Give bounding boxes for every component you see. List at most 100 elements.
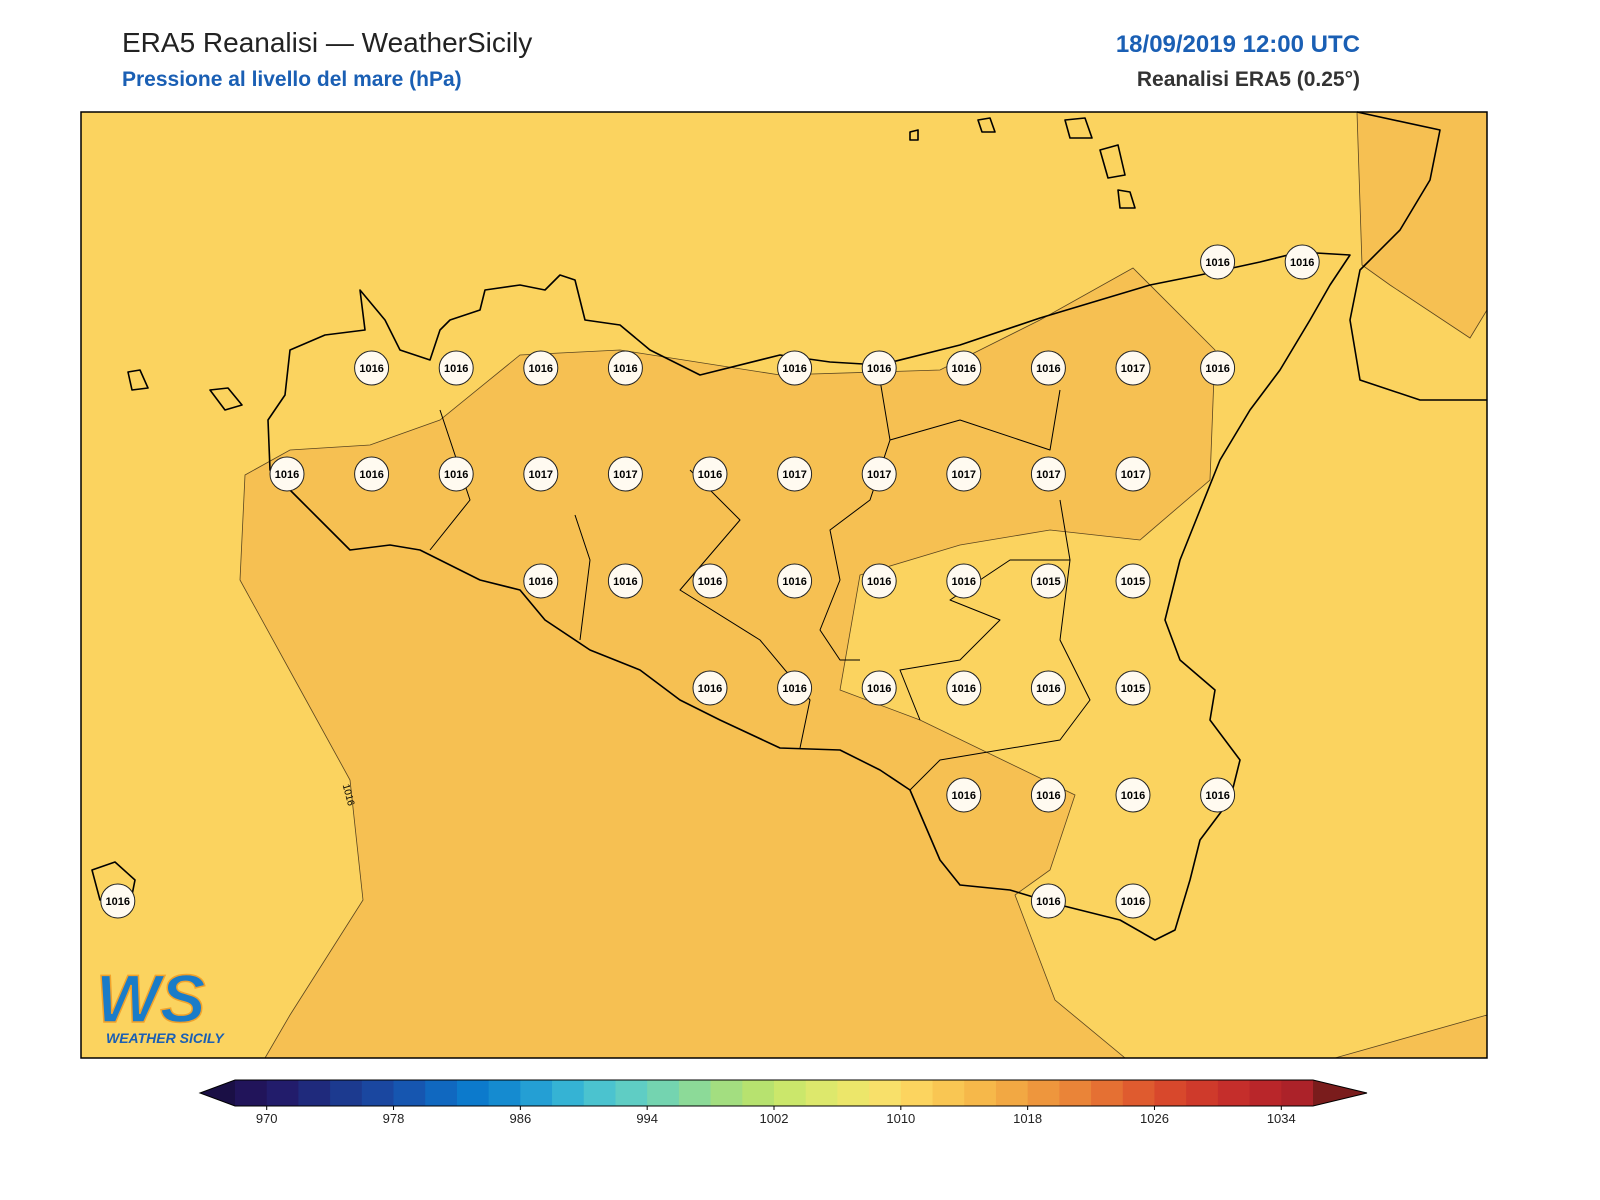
station-value: 1016 <box>1205 790 1229 802</box>
station-marker <box>692 456 728 492</box>
colorbar-cell <box>900 1080 934 1106</box>
colorbar-cell <box>742 1080 775 1106</box>
station-marker <box>777 670 813 706</box>
station-value: 1017 <box>867 469 891 481</box>
station-value: 1015 <box>1121 683 1145 695</box>
station-value: 1017 <box>1121 469 1145 481</box>
colorbar-cell <box>837 1080 870 1106</box>
colorbar-cell <box>520 1080 553 1106</box>
colorbar-cell <box>678 1080 712 1106</box>
colorbar-tick-label: 1018 <box>1013 1111 1042 1126</box>
station-marker <box>1030 456 1066 492</box>
colorbar-cell <box>1249 1080 1282 1106</box>
station-value: 1016 <box>782 363 806 375</box>
coastline-calabria <box>1349 111 1487 401</box>
colorbar-under <box>200 1080 235 1106</box>
station-marker <box>523 563 559 599</box>
station-value: 1016 <box>952 683 976 695</box>
station-marker <box>692 563 728 599</box>
station-marker <box>946 670 982 706</box>
station-marker <box>1284 244 1320 280</box>
station-value: 1016 <box>1121 896 1145 908</box>
station-value: 1016 <box>952 790 976 802</box>
station-marker <box>946 350 982 386</box>
colorbar-cell <box>425 1080 458 1106</box>
station-marker <box>1115 563 1151 599</box>
colorbar-tick-label: 978 <box>383 1111 405 1126</box>
colorbar-cell <box>298 1080 331 1106</box>
station-marker <box>1115 883 1151 919</box>
station-marker <box>861 670 897 706</box>
station-value: 1016 <box>1290 257 1314 269</box>
station-value: 1016 <box>698 576 722 588</box>
station-value: 1016 <box>867 576 891 588</box>
station-value: 1016 <box>613 363 637 375</box>
station-marker <box>861 350 897 386</box>
logo-text: WEATHER SICILY <box>106 1030 225 1046</box>
colorbar-cell <box>456 1080 490 1106</box>
map-frame <box>80 111 1488 1059</box>
colorbar-cell <box>805 1080 838 1106</box>
station-marker <box>354 456 390 492</box>
colorbar-cell <box>1281 1080 1314 1106</box>
station-value: 1015 <box>1121 576 1145 588</box>
station-value: 1016 <box>613 576 637 588</box>
station-value: 1016 <box>359 363 383 375</box>
station-marker <box>861 456 897 492</box>
station-value: 1017 <box>782 469 806 481</box>
station-value: 1016 <box>1036 683 1060 695</box>
logo-mark: WS <box>96 961 206 1037</box>
station-value: 1016 <box>867 363 891 375</box>
station-value: 1017 <box>952 469 976 481</box>
colorbar-over <box>1313 1080 1367 1106</box>
colorbar-outline <box>198 1079 1368 1107</box>
logo: WS WEATHER SICILY <box>95 960 225 1046</box>
station-value: 1016 <box>529 363 553 375</box>
station-marker <box>269 456 305 492</box>
datetime: 18/09/2019 12:00 UTC <box>1116 31 1360 58</box>
station-marker <box>438 350 474 386</box>
colorbar-cell <box>710 1080 743 1106</box>
station-marker <box>1030 670 1066 706</box>
colorbar-tick-label: 994 <box>636 1111 658 1126</box>
colorbar-cell <box>488 1080 521 1106</box>
station-marker <box>946 456 982 492</box>
station-marker <box>946 563 982 599</box>
station-value: 1016 <box>698 469 722 481</box>
station-value: 1016 <box>1036 896 1060 908</box>
station-marker <box>1115 456 1151 492</box>
station-value: 1016 <box>1205 363 1229 375</box>
subtitle: Pressione al livello del mare (hPa) <box>122 68 462 91</box>
map: WS WEATHER SICILY 1016 1016 1016 1016 1016 10… <box>80 111 1488 1059</box>
colorbar-cell <box>932 1080 965 1106</box>
station-marker <box>1030 563 1066 599</box>
station-marker <box>1030 883 1066 919</box>
station-value: 1016 <box>952 363 976 375</box>
colorbar-tick-label: 970 <box>256 1111 278 1126</box>
colorbar-cell <box>552 1080 585 1106</box>
station-value: 1016 <box>1205 257 1229 269</box>
colorbar-cell <box>647 1080 680 1106</box>
station-marker <box>1200 244 1236 280</box>
colorbar-cell <box>330 1080 363 1106</box>
colorbar-cell <box>869 1080 902 1106</box>
station-value: 1016 <box>359 469 383 481</box>
station-marker <box>1115 777 1151 813</box>
province-borders <box>429 379 1091 791</box>
station-value: 1016 <box>529 576 553 588</box>
station-value: 1017 <box>613 469 637 481</box>
colorbar-tick-label: 1034 <box>1267 1111 1296 1126</box>
colorbar-tick-label: 986 <box>510 1111 532 1126</box>
station-value: 1016 <box>867 683 891 695</box>
station-marker <box>523 456 559 492</box>
station-value: 1016 <box>444 469 468 481</box>
station-marker <box>1200 350 1236 386</box>
station-value: 1015 <box>1036 576 1060 588</box>
station-value: 1016 <box>275 469 299 481</box>
station-value: 1016 <box>698 683 722 695</box>
colorbar-tick-label: 1026 <box>1140 1111 1169 1126</box>
station-value: 1017 <box>529 469 553 481</box>
colorbar-cell <box>1059 1080 1092 1106</box>
